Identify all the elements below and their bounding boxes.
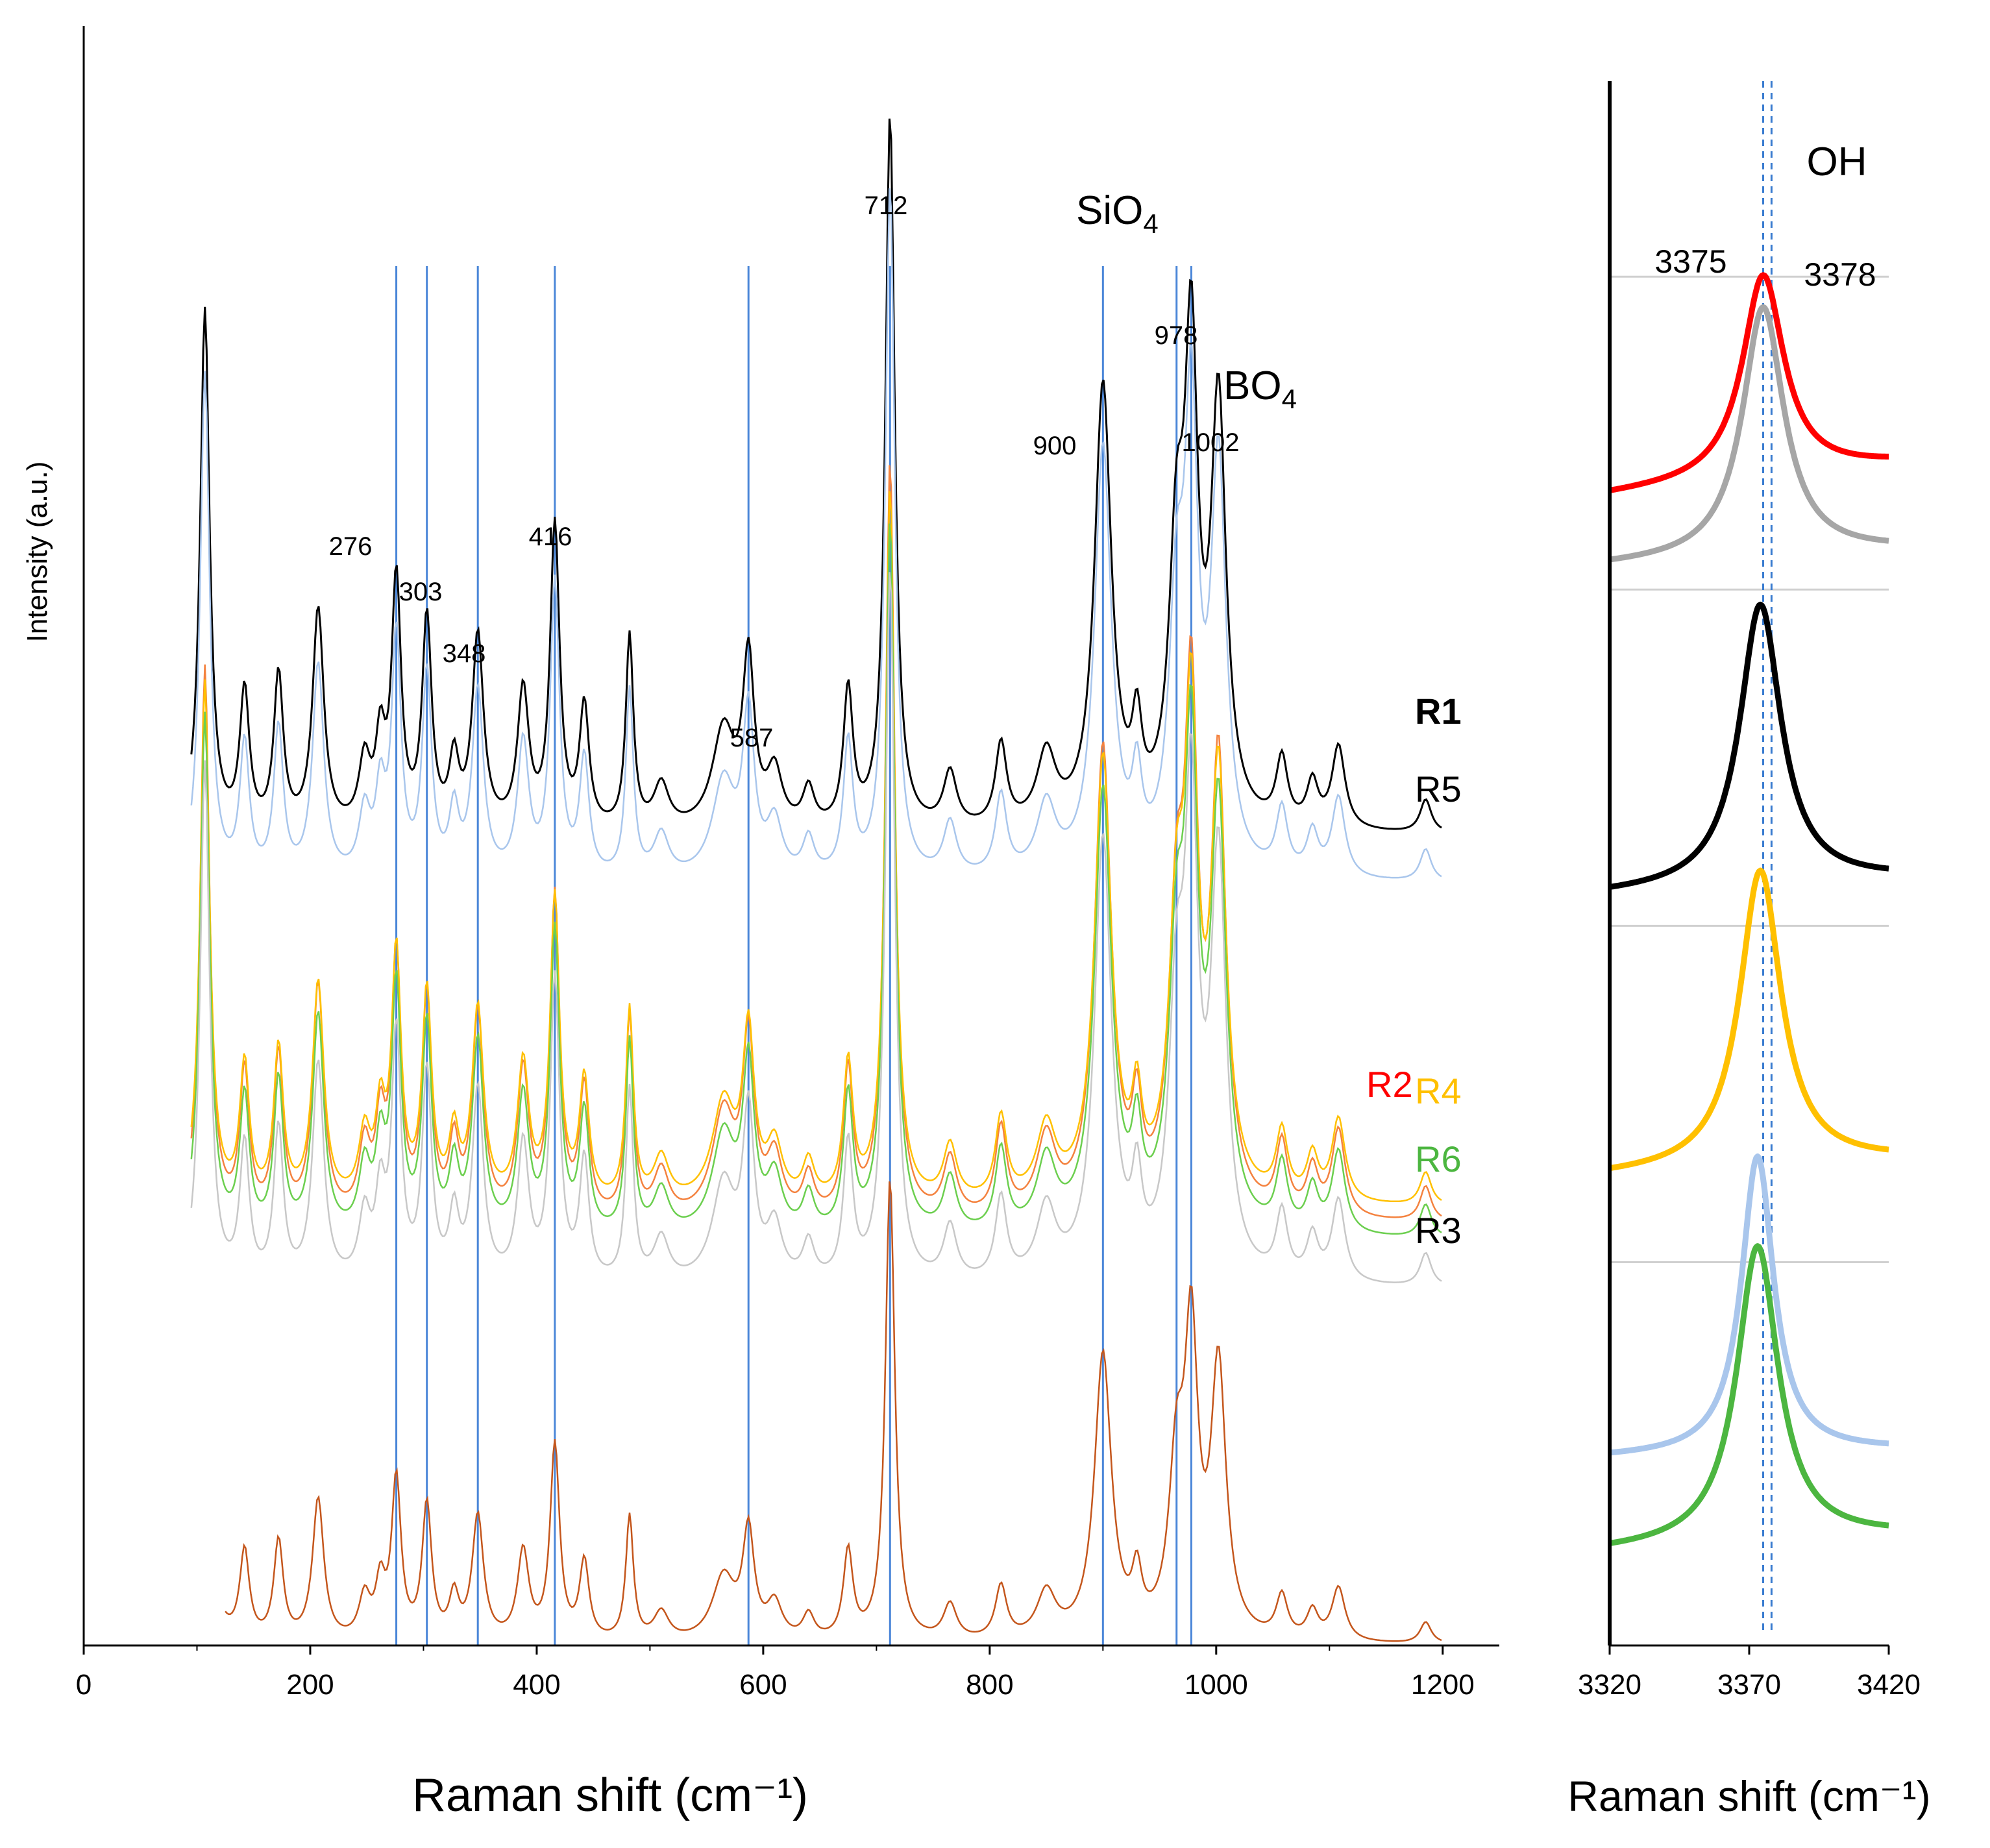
sio4-sub: 4: [1143, 208, 1158, 239]
oh-gridlines: [1610, 275, 1889, 1264]
oh-series-lines: [1608, 272, 1891, 1547]
x-tick-label-0: 0: [76, 1669, 92, 1701]
main-spectrum-panel: 0 200 400 600 800 1000 1200 276 303 348 416 587 712…: [21, 26, 1499, 1821]
peak-label-276: 276: [329, 532, 373, 561]
peak-label-712: 712: [865, 191, 908, 220]
oh-peak-annotations: 3375 3378: [1654, 243, 1876, 293]
peak-label-1002: 1002: [1182, 428, 1240, 457]
peak-label-348: 348: [443, 639, 486, 668]
peak-label-587: 587: [730, 724, 774, 752]
group-label-sio4: SiO4: [1076, 188, 1159, 239]
oh-title: OH: [1807, 140, 1867, 184]
series-label-r4: R4: [1415, 1070, 1462, 1111]
oh-panel: 3320 3370 3420 3375 3378 OH Raman shift (cm…: [1567, 81, 1931, 1820]
bo4-sub: 4: [1282, 384, 1297, 414]
series-line-r6: [190, 523, 1442, 1235]
peak-label-303: 303: [399, 578, 443, 606]
x-tick-label-1000: 1000: [1185, 1669, 1248, 1701]
x-tick-label-600: 600: [739, 1669, 787, 1701]
oh-peak-label-3378: 3378: [1804, 256, 1876, 293]
series-line-reference: [225, 1181, 1442, 1642]
series-line-r1: [190, 118, 1442, 830]
x-tick-label-1200: 1200: [1411, 1669, 1475, 1701]
oh-series-line-r1: [1608, 601, 1891, 890]
series-label-r1: R1: [1415, 691, 1462, 732]
x-axis-ticks: 0 200 400 600 800 1000 1200: [76, 1645, 1475, 1701]
oh-series-line-r6: [1608, 1243, 1891, 1547]
series-line-r5: [190, 188, 1442, 879]
peak-annotations: 276 303 348 416 587 712 900 978 1002: [329, 191, 1240, 752]
oh-x-tick-label-3420: 3420: [1857, 1669, 1921, 1701]
series-label-r3: R3: [1415, 1210, 1462, 1251]
x-tick-label-800: 800: [966, 1669, 1013, 1701]
sio4-main: SiO: [1076, 188, 1143, 233]
oh-x-axis-ticks: 3320 3370 3420: [1578, 1645, 1921, 1701]
oh-x-tick-label-3370: 3370: [1717, 1669, 1781, 1701]
oh-x-axis-title: Raman shift (cm⁻¹): [1567, 1772, 1930, 1820]
oh-peak-label-3375: 3375: [1654, 243, 1726, 280]
peak-label-416: 416: [529, 523, 572, 551]
bo4-main: BO: [1223, 363, 1282, 408]
oh-series-line-r5: [1608, 1153, 1891, 1456]
x-tick-label-200: 200: [286, 1669, 334, 1701]
x-axis-title: Raman shift (cm⁻¹): [412, 1769, 808, 1821]
series-label-r5: R5: [1415, 769, 1462, 809]
peak-label-978: 978: [1155, 321, 1198, 350]
series-line-r4: [190, 491, 1442, 1203]
oh-series-line-r4: [1608, 867, 1891, 1172]
series-labels: R1 R5 R2 R4 R6 R3: [1366, 691, 1462, 1251]
x-tick-label-400: 400: [513, 1669, 560, 1701]
series-line-r3: [190, 572, 1442, 1283]
group-label-bo4: BO4: [1223, 363, 1297, 414]
oh-series-line-r2: [1608, 272, 1891, 493]
oh-series-line-r3: [1608, 304, 1891, 563]
series-label-r6: R6: [1415, 1139, 1462, 1179]
oh-x-tick-label-3320: 3320: [1578, 1669, 1641, 1701]
reference-lines: [395, 266, 1192, 1645]
series-label-r2: R2: [1366, 1064, 1413, 1105]
y-axis-title: Intensity (a.u.): [21, 462, 53, 643]
peak-label-900: 900: [1033, 432, 1077, 460]
series-lines: [190, 118, 1442, 1642]
